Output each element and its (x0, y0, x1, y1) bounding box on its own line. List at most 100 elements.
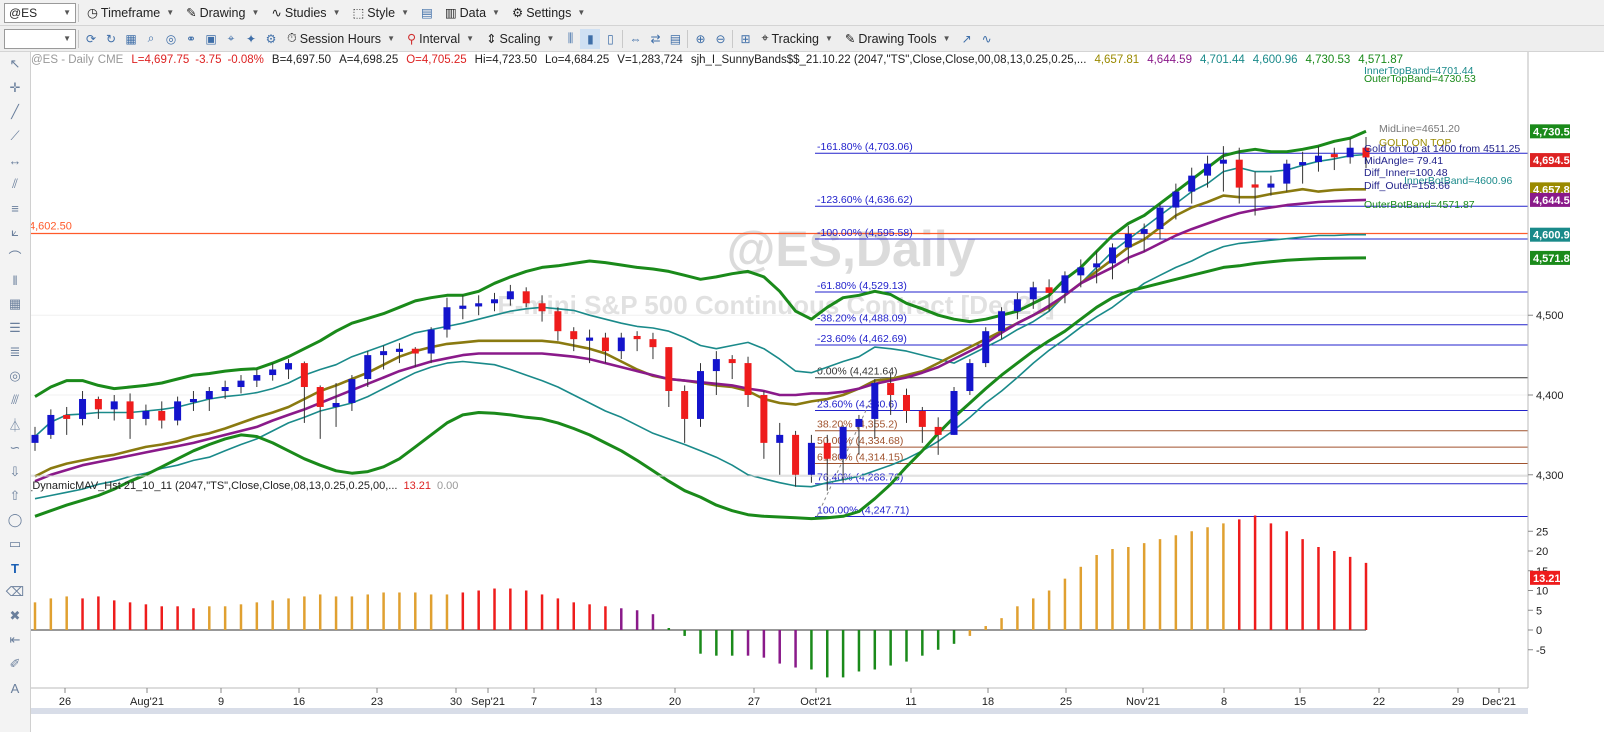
arrow-up-icon[interactable]: ⇧ (9, 488, 21, 503)
candle-body[interactable] (601, 337, 609, 352)
candle-body[interactable] (443, 307, 451, 330)
link-icon[interactable]: ⚭ (185, 31, 197, 46)
crosshair-icon[interactable]: ⊞ (740, 31, 751, 46)
arc-icon[interactable]: ⌒ (8, 249, 22, 265)
fan-icon[interactable]: ⟀ (11, 224, 19, 239)
candle-body[interactable] (427, 329, 435, 354)
outer-top-band[interactable] (34, 129, 1367, 398)
candle-body[interactable] (681, 391, 689, 419)
candle-body[interactable] (982, 331, 990, 364)
candle-body[interactable] (332, 402, 340, 407)
vertical-lines-icon[interactable]: ‖ (12, 272, 18, 288)
candle-body[interactable] (300, 363, 308, 388)
candle-body[interactable] (1330, 154, 1338, 158)
line-icon[interactable]: ╱ (11, 104, 19, 119)
candle-body[interactable] (142, 410, 150, 419)
crosshair-icon[interactable]: ✛ (9, 80, 21, 95)
candle-body[interactable] (776, 434, 784, 443)
candle-body[interactable] (554, 311, 562, 332)
candle-body[interactable] (364, 355, 372, 380)
candle-body[interactable] (1029, 287, 1037, 300)
interval-combo[interactable]: ▼ (4, 28, 76, 49)
candle-body[interactable] (950, 391, 958, 435)
tools-icon[interactable]: ✦ (245, 31, 257, 46)
candle-body[interactable] (712, 359, 720, 372)
candle-body[interactable] (665, 347, 673, 392)
horizontal-scrollbar[interactable] (31, 708, 1528, 714)
grid-icon[interactable]: ▦ (125, 31, 137, 46)
candle-hollow-icon[interactable]: ▯ (607, 31, 614, 46)
candle-body[interactable] (491, 299, 499, 304)
candle-body[interactable] (1235, 159, 1243, 188)
candle-body[interactable] (205, 391, 213, 399)
zoom-out-icon[interactable]: ⊖ (715, 31, 726, 46)
candle-body[interactable] (475, 303, 483, 307)
curve-icon[interactable]: ∽ (9, 440, 21, 455)
settings-menu[interactable]: ⚙ Settings ▼ (506, 2, 591, 24)
candle-body[interactable] (63, 414, 71, 419)
drawing-menu[interactable]: ✎ Drawing ▼ (180, 2, 265, 24)
session-hours-menu[interactable]: ⏱ Session Hours ▼ (281, 28, 401, 50)
move-left-icon[interactable]: ⇤ (9, 632, 21, 647)
scaling-menu[interactable]: ⇕ Scaling ▼ (480, 28, 560, 50)
candle-body[interactable] (998, 311, 1006, 332)
candle-body[interactable] (506, 291, 514, 300)
candle-body[interactable] (966, 363, 974, 392)
candle-body[interactable] (839, 426, 847, 459)
candle-body[interactable] (348, 379, 356, 403)
remove-drawings-icon[interactable]: ✖ (9, 608, 21, 623)
chevron-down-icon[interactable]: ▼ (63, 34, 71, 43)
candle-body[interactable] (633, 335, 641, 340)
rectangle-icon[interactable]: ▭ (8, 536, 22, 551)
candle-body[interactable] (1108, 247, 1116, 264)
text-icon[interactable]: T (11, 560, 19, 576)
candle-body[interactable] (1013, 299, 1021, 312)
studies-menu[interactable]: ∿ Studies ▼ (265, 2, 346, 24)
layout-icon[interactable]: ▤ (669, 31, 682, 46)
target-icon[interactable]: ◎ (165, 31, 177, 46)
candle-body[interactable] (522, 291, 530, 304)
candle-body[interactable] (617, 337, 625, 352)
drawing-tools-menu[interactable]: ✎ Drawing Tools ▼ (839, 28, 957, 50)
candle-body[interactable] (1251, 184, 1259, 188)
retracement-icon[interactable]: ☰ (9, 320, 21, 335)
speed-lines-icon[interactable]: ⫻ (11, 392, 19, 407)
reload-icon[interactable]: ↻ (105, 31, 117, 46)
candle-body[interactable] (855, 418, 863, 427)
eraser-icon[interactable]: ⌫ (5, 584, 25, 599)
spacing-icon[interactable]: ⇔ (629, 31, 642, 46)
candle-body[interactable] (269, 369, 277, 376)
candle-body[interactable] (728, 359, 736, 364)
zoom-icon[interactable]: ⌕ (147, 31, 155, 45)
candle-body[interactable] (1061, 275, 1069, 293)
layout-button[interactable]: ▤ (415, 2, 439, 24)
candle-body[interactable] (792, 434, 800, 475)
chevron-down-icon[interactable]: ▼ (63, 8, 71, 17)
data-menu[interactable]: ▥ Data ▼ (439, 2, 506, 24)
candle-body[interactable] (285, 363, 293, 370)
candle-body[interactable] (744, 363, 752, 395)
candle-body[interactable] (1362, 147, 1370, 158)
candle-body[interactable] (760, 395, 768, 443)
candle-body[interactable] (649, 339, 657, 348)
candle-body[interactable] (459, 305, 467, 309)
gann-icon[interactable]: ▦ (8, 296, 22, 311)
candle-body[interactable] (253, 375, 261, 381)
gear-small-icon[interactable]: ⚙ (265, 31, 277, 46)
candle-body[interactable] (174, 401, 182, 421)
candle-body[interactable] (110, 401, 118, 410)
candle-body[interactable] (1124, 233, 1132, 248)
candle-body[interactable] (237, 380, 245, 388)
compress-icon[interactable]: ⇄ (650, 31, 661, 46)
candle-body[interactable] (189, 398, 197, 403)
candle-body[interactable] (380, 351, 388, 356)
bar-type-icon[interactable]: ⫼ (567, 31, 574, 45)
refresh-icon[interactable]: ⟳ (85, 31, 97, 46)
candle-body[interactable] (697, 371, 704, 419)
candle-body[interactable] (221, 387, 229, 392)
text-format-icon[interactable]: A (10, 680, 20, 696)
pointer-icon[interactable]: ↖ (9, 56, 21, 71)
timeframe-menu[interactable]: ◷ Timeframe ▼ (81, 2, 180, 24)
candle-body[interactable] (411, 348, 419, 354)
image-icon[interactable]: ▣ (205, 31, 217, 46)
